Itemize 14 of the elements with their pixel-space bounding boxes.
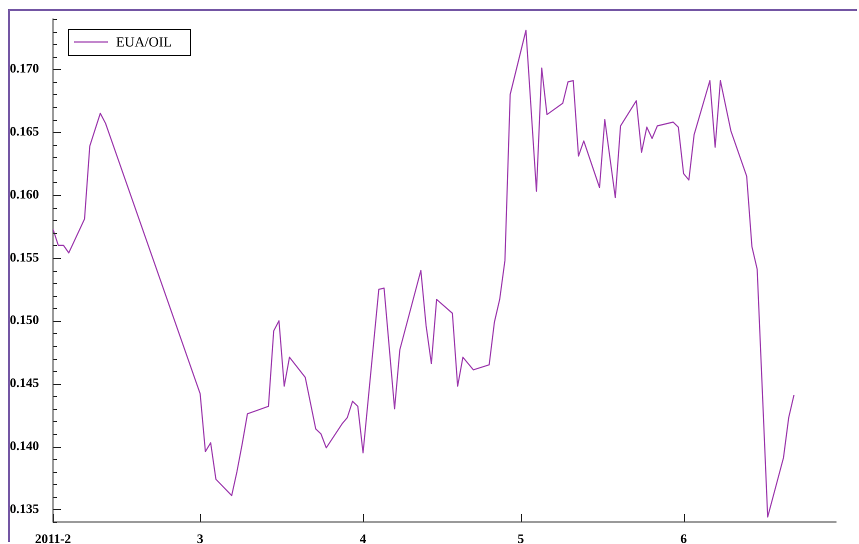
x-tick-label: 6	[680, 531, 688, 544]
y-tick-label: 0.140	[10, 438, 39, 453]
y-tick-label: 0.145	[10, 375, 40, 390]
y-tick-label: 0.160	[10, 186, 39, 202]
x-tick-label: 3	[196, 531, 204, 544]
legend-label: EUA/OIL	[116, 36, 172, 51]
y-tick-label: 0.165	[10, 124, 40, 139]
x-tick-label: 5	[517, 531, 524, 544]
x-tick-label: 2011-2	[34, 531, 72, 544]
y-tick-label: 0.150	[10, 312, 39, 328]
y-tick-label: 0.135	[10, 500, 40, 516]
y-tick-label: 0.155	[10, 249, 40, 264]
x-tick-label: 4	[360, 531, 367, 544]
y-tick-label: 0.170	[10, 60, 39, 76]
